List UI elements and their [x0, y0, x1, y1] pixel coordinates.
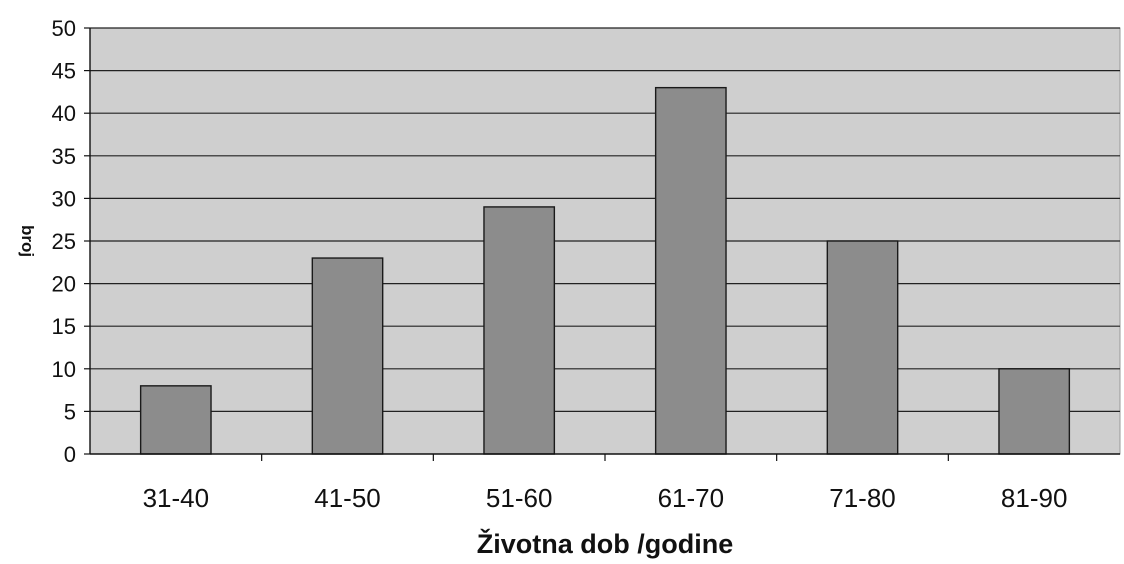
y-tick-label: 25	[52, 229, 76, 254]
y-tick-label: 50	[52, 16, 76, 41]
x-axis-title: Životna dob /godine	[477, 528, 733, 559]
y-tick-label: 10	[52, 357, 76, 382]
y-tick-label: 30	[52, 186, 76, 211]
bar-81-90	[998, 368, 1071, 455]
gridlines	[90, 27, 1120, 412]
y-tick-label: 35	[52, 144, 76, 169]
x-tick-label: 41-50	[314, 483, 381, 513]
bar-71-80	[826, 240, 899, 455]
y-tick-labels: 0 5 10 15 20 25 30 35 40 45 50	[52, 16, 76, 467]
y-axis-title: broj	[18, 225, 37, 257]
bar-51-60	[483, 206, 556, 455]
axes	[84, 27, 1120, 461]
x-tick-label: 31-40	[143, 483, 210, 513]
y-tick-label: 20	[52, 272, 76, 297]
y-tick-label: 40	[52, 101, 76, 126]
x-tick-label: 51-60	[486, 483, 553, 513]
bar-61-70	[654, 86, 727, 455]
x-tick-label: 71-80	[829, 483, 896, 513]
y-tick-label: 15	[52, 314, 76, 339]
x-tick-label: 61-70	[658, 483, 725, 513]
y-tick-label: 45	[52, 59, 76, 84]
bar-31-40	[139, 385, 212, 455]
y-tick-label: 5	[64, 399, 76, 424]
x-tick-label: 81-90	[1001, 483, 1068, 513]
x-tick-labels: 31-40 41-50 51-60 61-70 71-80 81-90	[143, 483, 1068, 513]
y-tick-label: 0	[64, 442, 76, 467]
bar-41-50	[311, 257, 384, 455]
